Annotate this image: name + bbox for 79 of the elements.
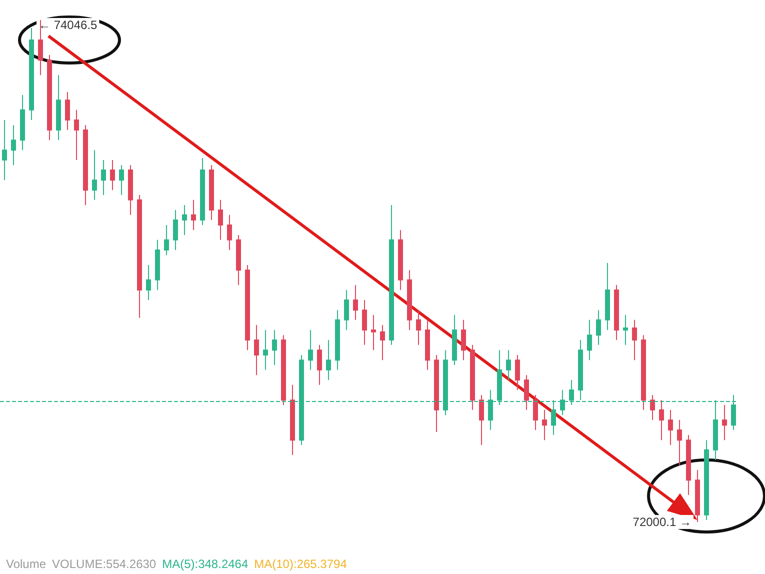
candlestick [317,344,322,386]
candlestick [614,284,619,341]
candlestick [128,164,133,216]
text: MA(10):265.3794 [254,557,348,571]
candlestick [47,54,52,141]
candlestick [677,419,682,466]
candlestick [182,204,187,236]
candlestick [650,394,655,420]
candlestick [461,319,466,361]
candlestick [722,404,727,441]
candlestick [632,319,637,361]
candlestick [65,92,70,131]
candlestick [344,289,349,330]
candlestick [434,354,439,432]
candlestick [695,470,700,522]
candlestick [236,234,241,286]
candlestick [335,310,340,370]
annotation: 72000.1 → [632,515,692,529]
candlestick [686,434,691,496]
candlestick [29,27,34,120]
candlestick [623,314,628,346]
candlestick [596,310,601,346]
candlestick [101,159,106,196]
candlestick [290,384,295,456]
candlestick [92,150,97,200]
candlestick [146,264,151,301]
candlestick [470,344,475,410]
candlestick [308,329,313,370]
candlestick [200,157,205,226]
candlestick [353,284,358,320]
candlestick [20,94,25,151]
candlestick [281,334,286,406]
candlestick [380,324,385,361]
candlestick [326,340,331,380]
candlestick [533,394,538,431]
candlestick [479,394,484,446]
text: Volume [6,557,46,571]
candlestick [254,324,259,376]
candlestick [11,124,16,166]
candlestick [119,164,124,196]
candlestick [371,314,376,351]
candlestick [137,194,142,318]
candlestick [173,209,178,250]
candlestick [155,239,160,290]
candlestick [668,409,673,446]
candlestick [218,199,223,240]
candlestick [425,319,430,370]
candlestick [263,329,268,370]
candlestick [2,119,7,181]
candlestick [110,159,115,191]
candlestick [389,204,394,346]
candlestick [227,214,232,250]
candlestick [605,262,610,330]
candlestick [641,334,646,410]
candlestick [191,199,196,231]
candlestick [704,440,709,521]
candlestick [38,20,43,76]
candlestick [659,400,664,441]
candlestick [524,374,529,410]
candlestick [164,224,169,256]
candlestick [362,300,367,346]
candlestick [578,340,583,401]
candlestick [506,350,511,380]
candlestick [56,74,61,141]
candlestick [452,314,457,366]
candlestick [515,354,520,391]
candlestick [587,319,592,361]
candlestick [272,329,277,366]
candlestick [209,164,214,221]
text: VOLUME:554.2630 [52,557,156,571]
candlestick [245,264,250,351]
candlestick [398,230,403,290]
annotation: ← 74046.5 [38,18,98,32]
candlestick [407,270,412,330]
candlestick [416,310,421,346]
candlestick [542,409,547,441]
text: MA(5):348.2464 [162,557,248,571]
candlestick [74,109,79,160]
candlestick [83,124,88,206]
